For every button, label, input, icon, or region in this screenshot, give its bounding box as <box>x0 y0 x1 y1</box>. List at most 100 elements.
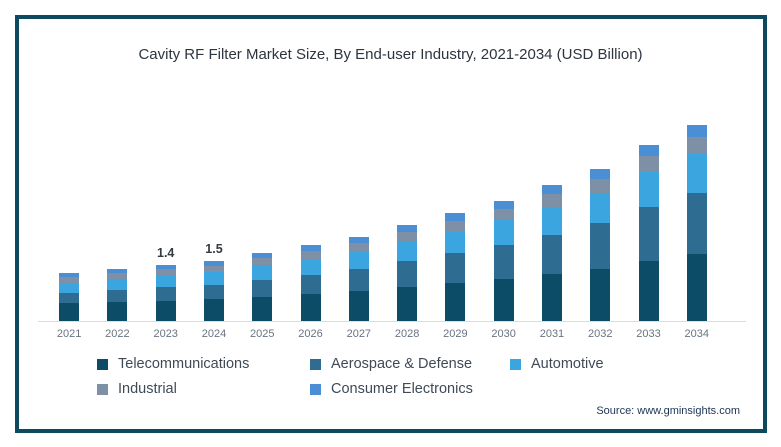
legend-label: Telecommunications <box>118 356 250 372</box>
bar-segment-industrial <box>397 231 418 242</box>
bar-segment-aerospace-defense <box>59 293 80 304</box>
bar-segment-automotive <box>59 282 80 294</box>
bar-value-label: 1.4 <box>157 246 175 261</box>
x-axis-tick-label: 2021 <box>56 328 82 340</box>
bar-segment-industrial <box>203 265 224 273</box>
x-axis-tick-label: 2022 <box>105 328 130 340</box>
x-axis-tick-label: 2030 <box>491 328 516 340</box>
source-note: Source: www.gminsights.com <box>596 405 740 417</box>
x-axis-tick-label: 2027 <box>346 328 372 340</box>
bar-segment-industrial <box>155 269 176 276</box>
legend-swatch-icon <box>310 383 321 395</box>
bar-segment-telecommunications <box>107 301 128 321</box>
bar-stack <box>300 245 321 321</box>
bar-segment-industrial <box>107 273 128 279</box>
bar-column-2022 <box>93 99 141 321</box>
bar-segment-aerospace-defense <box>107 289 128 302</box>
bar-column-2029 <box>431 99 479 321</box>
bar-segment-industrial <box>638 155 659 172</box>
bar-segment-aerospace-defense <box>590 223 611 269</box>
bar-segment-automotive <box>590 192 611 224</box>
bar-segment-industrial <box>300 251 321 259</box>
bar-column-2028 <box>383 99 431 321</box>
bar-column-2027 <box>335 99 383 321</box>
bar-stack <box>493 200 514 321</box>
bar-segment-industrial <box>590 178 611 193</box>
bar-column-2031 <box>528 99 576 321</box>
bar-column-2033 <box>624 99 672 321</box>
bar-stack <box>348 237 369 321</box>
bar-segment-consumer-electronics <box>541 185 562 194</box>
bar-segment-automotive <box>445 231 466 254</box>
x-axis-tick-label: 2025 <box>250 328 275 340</box>
bar-segment-automotive <box>300 258 321 275</box>
bar-segment-consumer-electronics <box>686 125 707 137</box>
bar-stack <box>155 265 176 321</box>
chart-legend: Telecommunications Aerospace & Defense Aut… <box>97 356 604 397</box>
legend-label: Automotive <box>531 356 604 372</box>
bar-segment-automotive <box>155 275 176 288</box>
legend-item-aerospace-defense: Aerospace & Defense <box>310 356 510 372</box>
bar-column-2025 <box>238 99 286 321</box>
chart-title: Cavity RF Filter Market Size, By End-use… <box>138 46 643 63</box>
bar-segment-consumer-electronics <box>252 253 273 259</box>
bar-segment-telecommunications <box>686 254 707 321</box>
bar-segment-consumer-electronics <box>155 265 176 270</box>
bar-segment-consumer-electronics <box>590 169 611 179</box>
bar-segment-consumer-electronics <box>445 213 466 221</box>
bar-column-2032 <box>576 99 624 321</box>
x-axis-tick-label: 2024 <box>201 328 227 340</box>
legend-item-automotive: Automotive <box>510 356 604 372</box>
bar-stack <box>59 273 80 321</box>
bar-segment-telecommunications <box>348 291 369 321</box>
bar-segment-telecommunications <box>638 260 659 321</box>
bar-segment-consumer-electronics <box>493 200 514 209</box>
bar-segment-consumer-electronics <box>397 225 418 232</box>
bar-segment-consumer-electronics <box>59 273 80 278</box>
bar-segment-aerospace-defense <box>203 285 224 300</box>
bar-column-2034 <box>673 99 721 321</box>
x-axis-tick-label: 2034 <box>684 328 710 340</box>
legend-label: Aerospace & Defense <box>331 356 473 372</box>
bar-segment-consumer-electronics <box>203 261 224 266</box>
bar-segment-consumer-electronics <box>107 269 128 274</box>
bar-segment-automotive <box>252 265 273 280</box>
bar-stack <box>541 185 562 321</box>
plot-area: 1.4 1.5 <box>45 99 721 321</box>
bar-segment-consumer-electronics <box>300 245 321 252</box>
x-axis-tick-label: 2029 <box>443 328 468 340</box>
bar-column-2023: 1.4 <box>142 99 190 321</box>
bar-segment-telecommunications <box>590 268 611 321</box>
bar-stack <box>397 225 418 321</box>
bar-segment-industrial <box>445 220 466 232</box>
bar-segment-telecommunications <box>59 303 80 321</box>
bar-segment-aerospace-defense <box>493 245 514 279</box>
bar-segment-telecommunications <box>541 273 562 321</box>
bar-segment-automotive <box>107 278 128 290</box>
bar-column-2030 <box>480 99 528 321</box>
bar-segment-industrial <box>493 208 514 221</box>
bar-segment-telecommunications <box>397 287 418 321</box>
legend-label: Industrial <box>118 381 177 397</box>
bar-segment-consumer-electronics <box>638 145 659 156</box>
bar-segment-aerospace-defense <box>541 234 562 274</box>
bar-segment-aerospace-defense <box>348 269 369 291</box>
bar-segment-telecommunications <box>155 300 176 321</box>
bar-value-label: 1.5 <box>205 242 223 257</box>
bar-segment-aerospace-defense <box>686 193 707 255</box>
legend-item-telecommunications: Telecommunications <box>97 356 310 372</box>
bar-segment-telecommunications <box>252 296 273 321</box>
bar-segment-aerospace-defense <box>252 279 273 297</box>
bar-segment-automotive <box>638 171 659 208</box>
bar-segment-automotive <box>686 154 707 194</box>
x-axis-tick-label: 2028 <box>394 328 420 340</box>
x-axis-tick-label: 2033 <box>636 328 661 340</box>
bar-segment-industrial <box>541 193 562 207</box>
bar-stack <box>686 125 707 321</box>
x-axis-tick-label: 2026 <box>298 328 323 340</box>
bar-stack <box>107 269 128 321</box>
bar-stack <box>638 145 659 321</box>
bar-segment-industrial <box>348 243 369 252</box>
bar-segment-automotive <box>348 251 369 269</box>
x-axis-line <box>38 321 746 322</box>
